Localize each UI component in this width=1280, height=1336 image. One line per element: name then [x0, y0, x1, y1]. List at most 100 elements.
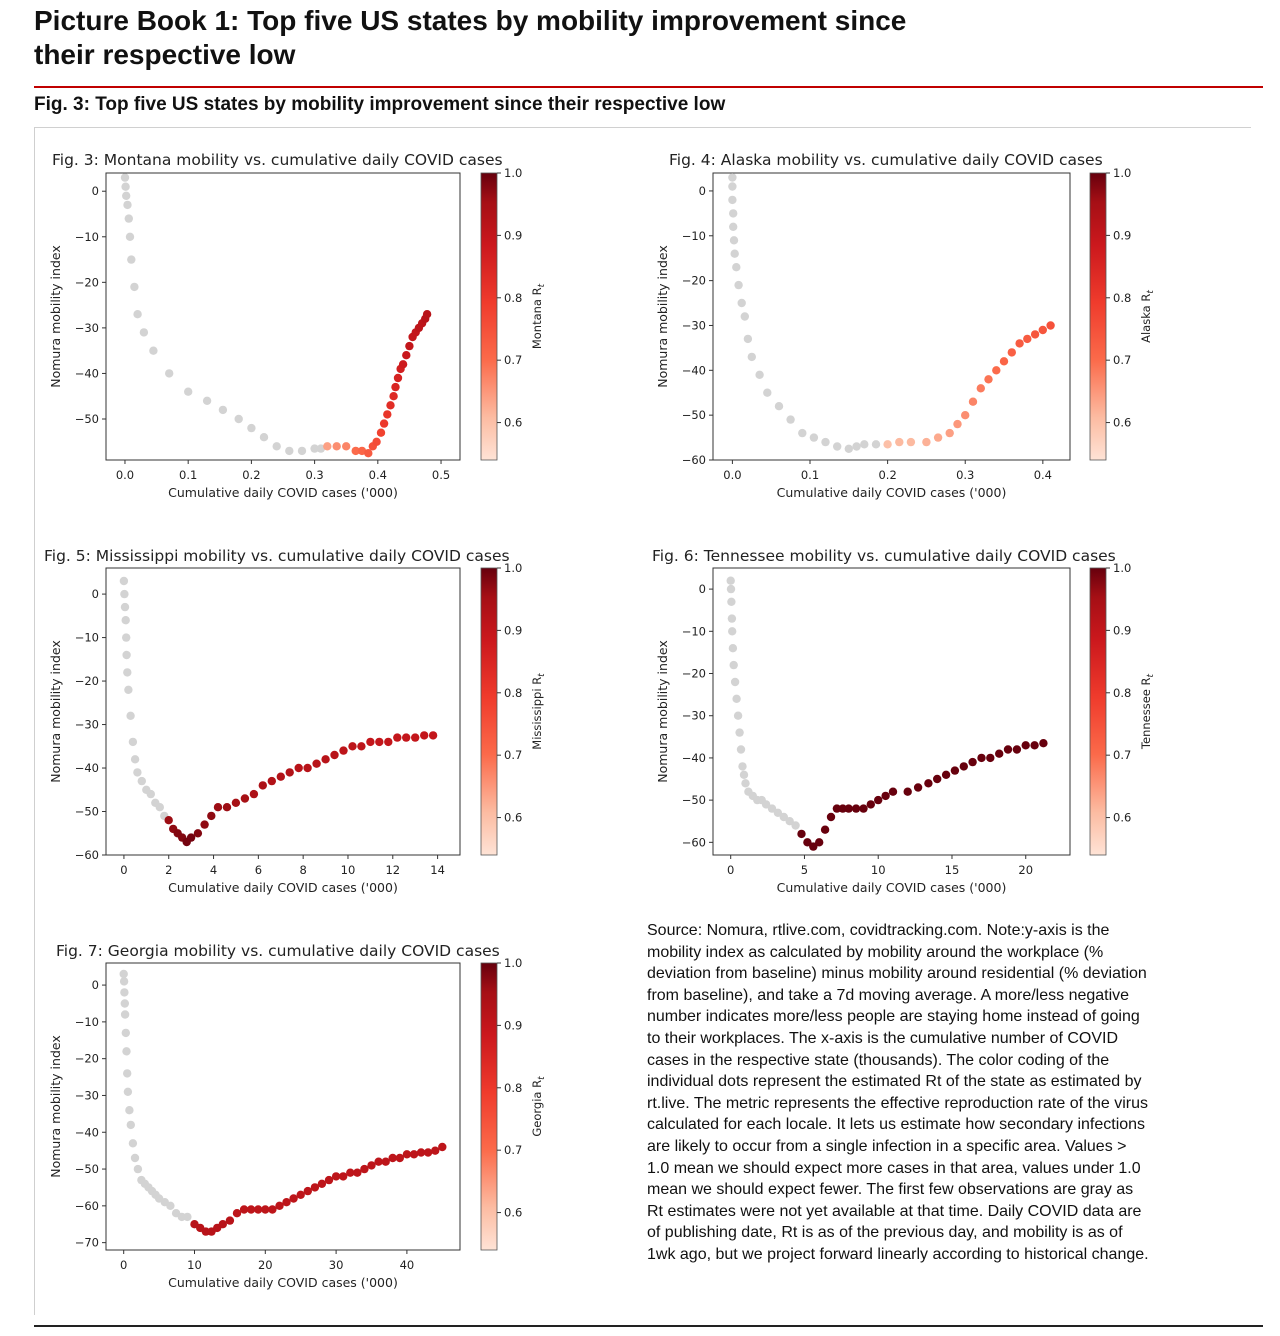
scatter-point — [859, 804, 868, 813]
y-tick-label: −20 — [75, 674, 99, 688]
scatter-point — [871, 440, 881, 449]
scatter-point — [968, 757, 977, 767]
axes-frame — [105, 172, 461, 461]
scatter-point — [728, 173, 737, 182]
scatter-point — [803, 838, 812, 847]
colorbar-tick-label: 1.0 — [504, 166, 522, 180]
colorbar-tick-label: 1.0 — [504, 561, 522, 575]
scatter-point — [809, 842, 818, 851]
x-tick-label: 0 — [120, 1258, 127, 1272]
scatter-point — [773, 808, 783, 817]
scatter-point — [1023, 334, 1032, 344]
colorbar-tick-label: 0.8 — [504, 686, 522, 700]
scatter-point — [422, 310, 432, 319]
chart-title: Fig. 3: Montana mobility vs. cumulative … — [52, 151, 503, 169]
scatter-point — [393, 733, 402, 742]
scatter-point — [294, 763, 303, 773]
scatter-point — [367, 1161, 376, 1170]
y-tick-label: −60 — [75, 1199, 99, 1213]
x-tick-label: 0.1 — [801, 468, 819, 482]
scatter-point — [127, 255, 136, 264]
colorbar-tick-label: 0.9 — [504, 623, 522, 637]
x-tick-label: 15 — [945, 863, 960, 877]
scatter-point — [438, 1142, 447, 1152]
scatter-point — [285, 446, 294, 456]
colorbar-tick-label: 0.6 — [1113, 416, 1131, 430]
scatter-point — [844, 804, 853, 813]
scatter-point — [348, 742, 357, 751]
y-tick-label: −40 — [682, 363, 706, 377]
scatter-point — [727, 614, 737, 623]
scatter-point — [961, 411, 970, 420]
x-tick-label: 0 — [727, 863, 734, 877]
scatter-point — [261, 1205, 270, 1214]
scatter-point — [761, 800, 771, 809]
scatter-point — [933, 774, 942, 784]
scatter-point — [428, 731, 438, 740]
scatter-point — [1003, 745, 1013, 754]
scatter-point — [786, 415, 795, 424]
scatter-point — [405, 341, 414, 351]
scatter-point — [1021, 741, 1030, 750]
scatter-point — [186, 833, 196, 842]
colorbar — [480, 962, 498, 1251]
colorbar-tick-label: 0.6 — [504, 811, 522, 825]
scatter-point — [122, 191, 131, 200]
scatter-point — [379, 419, 389, 428]
scatter-point — [389, 392, 398, 401]
scatter-point — [357, 446, 367, 456]
scatter-point — [913, 783, 923, 792]
scatter-point — [941, 770, 951, 779]
scatter-point — [165, 369, 174, 378]
scatter-point — [798, 428, 807, 438]
scatter-point — [992, 366, 1001, 375]
scatter-point — [860, 440, 869, 449]
colorbar-label: Montana Rt — [530, 283, 547, 349]
scatter-point — [122, 1047, 131, 1056]
scatter-point — [275, 1201, 284, 1211]
scatter-point — [130, 1153, 140, 1163]
scatter-point — [351, 446, 360, 456]
x-tick-label: 20 — [1018, 863, 1033, 877]
colorbar-tick-label: 0.8 — [504, 1081, 522, 1095]
x-tick-label: 10 — [187, 1258, 202, 1272]
scatter-point — [303, 763, 312, 773]
scatter-point — [339, 1172, 348, 1181]
scatter-point — [851, 804, 861, 813]
x-tick-label: 0 — [120, 863, 127, 877]
x-tick-label: 0.2 — [878, 468, 896, 482]
scatter-point — [888, 787, 898, 796]
scatter-point — [381, 1157, 390, 1166]
scatter-point — [166, 1201, 175, 1211]
y-tick-label: −60 — [75, 848, 99, 862]
scatter-point — [183, 1212, 192, 1222]
scatter-point — [184, 387, 193, 396]
scatter-point — [933, 433, 943, 442]
colorbar — [480, 567, 498, 856]
panel-frame-left — [34, 127, 35, 1315]
colorbar — [1089, 567, 1107, 856]
scatter-point — [119, 969, 128, 979]
scatter-point — [984, 375, 993, 384]
x-tick-label: 0.1 — [179, 468, 197, 482]
colorbar-tick-label: 0.8 — [1113, 686, 1131, 700]
scatter-point — [1007, 348, 1016, 357]
scatter-point — [883, 440, 892, 449]
scatter-point — [276, 772, 285, 781]
y-tick-label: 0 — [92, 587, 99, 601]
colorbar-tick-label: 0.8 — [504, 291, 522, 305]
scatter-point — [128, 1139, 138, 1148]
y-tick-label: 0 — [92, 184, 99, 198]
scatter-point — [727, 597, 736, 606]
scatter-point — [895, 437, 904, 447]
scatter-point — [821, 437, 830, 447]
scatter-point — [146, 789, 155, 799]
x-axis-label: Cumulative daily COVID cases ('000) — [168, 1275, 398, 1290]
scatter-point — [353, 1168, 362, 1177]
colorbar-tick-label: 0.8 — [1113, 291, 1131, 305]
scatter-point — [881, 791, 890, 801]
scatter-point — [123, 1069, 132, 1078]
scatter-point — [844, 444, 853, 453]
scatter-point — [126, 1120, 135, 1130]
panel-frame-top — [34, 127, 1251, 128]
